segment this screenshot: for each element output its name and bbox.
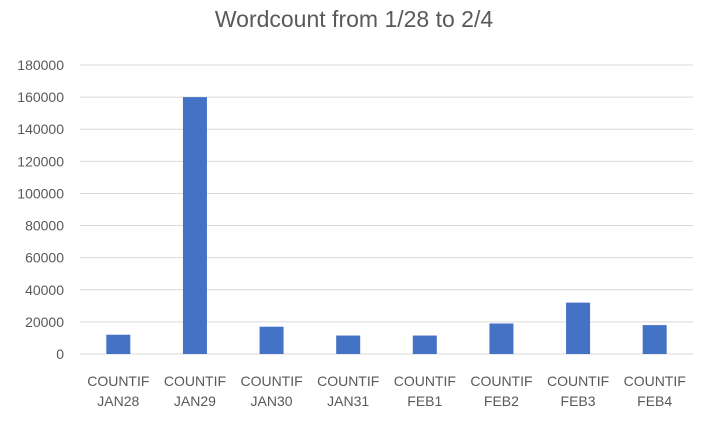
x-category-label: JAN30 [251,393,293,409]
x-category-label: COUNTIF [164,373,226,389]
x-category-label: COUNTIF [547,373,609,389]
x-category-label: COUNTIF [317,373,379,389]
bar [642,325,667,354]
y-tick-label: 0 [56,346,64,362]
x-category-label: FEB4 [637,393,672,409]
x-category-label: COUNTIF [394,373,456,389]
x-category-label: COUNTIF [240,373,302,389]
x-category-label: JAN31 [327,393,369,409]
bar [182,97,207,354]
x-category-label: COUNTIF [470,373,532,389]
y-tick-label: 100000 [17,185,64,201]
x-category-label: JAN28 [97,393,139,409]
x-category-label: COUNTIF [624,373,686,389]
bar [566,302,591,354]
bar [106,334,131,354]
y-tick-label: 120000 [17,153,64,169]
x-category-label: FEB1 [407,393,442,409]
x-category-label: COUNTIF [87,373,149,389]
x-category-label: JAN29 [174,393,216,409]
bar [412,335,437,354]
y-tick-label: 60000 [25,250,64,266]
y-tick-label: 20000 [25,314,64,330]
bar [259,326,284,354]
bar [489,323,514,354]
y-tick-label: 140000 [17,121,64,137]
x-category-label: FEB3 [561,393,596,409]
x-category-label: FEB2 [484,393,519,409]
chart-title: Wordcount from 1/28 to 2/4 [214,6,494,32]
y-tick-label: 160000 [17,89,64,105]
y-tick-label: 80000 [25,218,64,234]
bar [336,335,361,354]
y-tick-label: 40000 [25,282,64,298]
y-tick-label: 180000 [17,57,64,73]
